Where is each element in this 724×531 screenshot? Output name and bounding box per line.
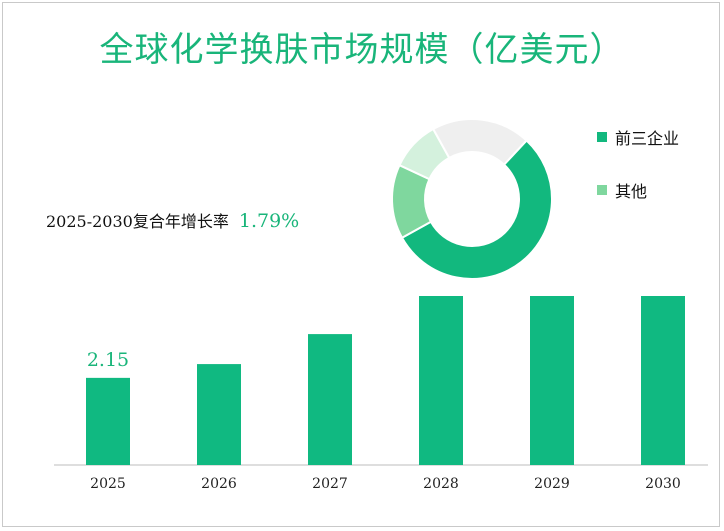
legend-label-top3: 前三企业 xyxy=(615,129,680,148)
x-tick-label-2026: 2026 xyxy=(201,476,237,492)
legend-swatch-others xyxy=(597,185,607,195)
bar-2028 xyxy=(419,296,463,465)
legend-item-top3: 前三企业 xyxy=(597,125,679,149)
donut-slice-3 xyxy=(431,118,528,167)
bar-2026 xyxy=(197,364,241,465)
bar-2030 xyxy=(641,296,685,465)
bar-2027 xyxy=(308,334,352,465)
x-tick-label-2027: 2027 xyxy=(312,476,348,492)
chart-title: 全球化学换肤市场规模（亿美元） xyxy=(99,30,625,70)
bar-2029 xyxy=(530,296,574,465)
x-tick-label-2025: 2025 xyxy=(90,476,126,492)
data-label-2025: 2.15 xyxy=(87,349,129,371)
legend-label-others: 其他 xyxy=(615,182,648,201)
legend-item-others: 其他 xyxy=(597,178,647,202)
legend-swatch-top3 xyxy=(597,132,607,142)
donut-slice-0 xyxy=(400,139,553,280)
cagr-label: 2025-2030复合年增长率 xyxy=(46,212,229,231)
cagr-text: 2025-2030复合年增长率 1.79% xyxy=(46,208,299,232)
x-tick-label-2028: 2028 xyxy=(423,476,459,492)
x-tick-label-2029: 2029 xyxy=(534,476,570,492)
x-tick-label-2030: 2030 xyxy=(645,476,681,492)
cagr-value: 1.79% xyxy=(238,210,300,232)
bar-2025 xyxy=(86,377,130,465)
